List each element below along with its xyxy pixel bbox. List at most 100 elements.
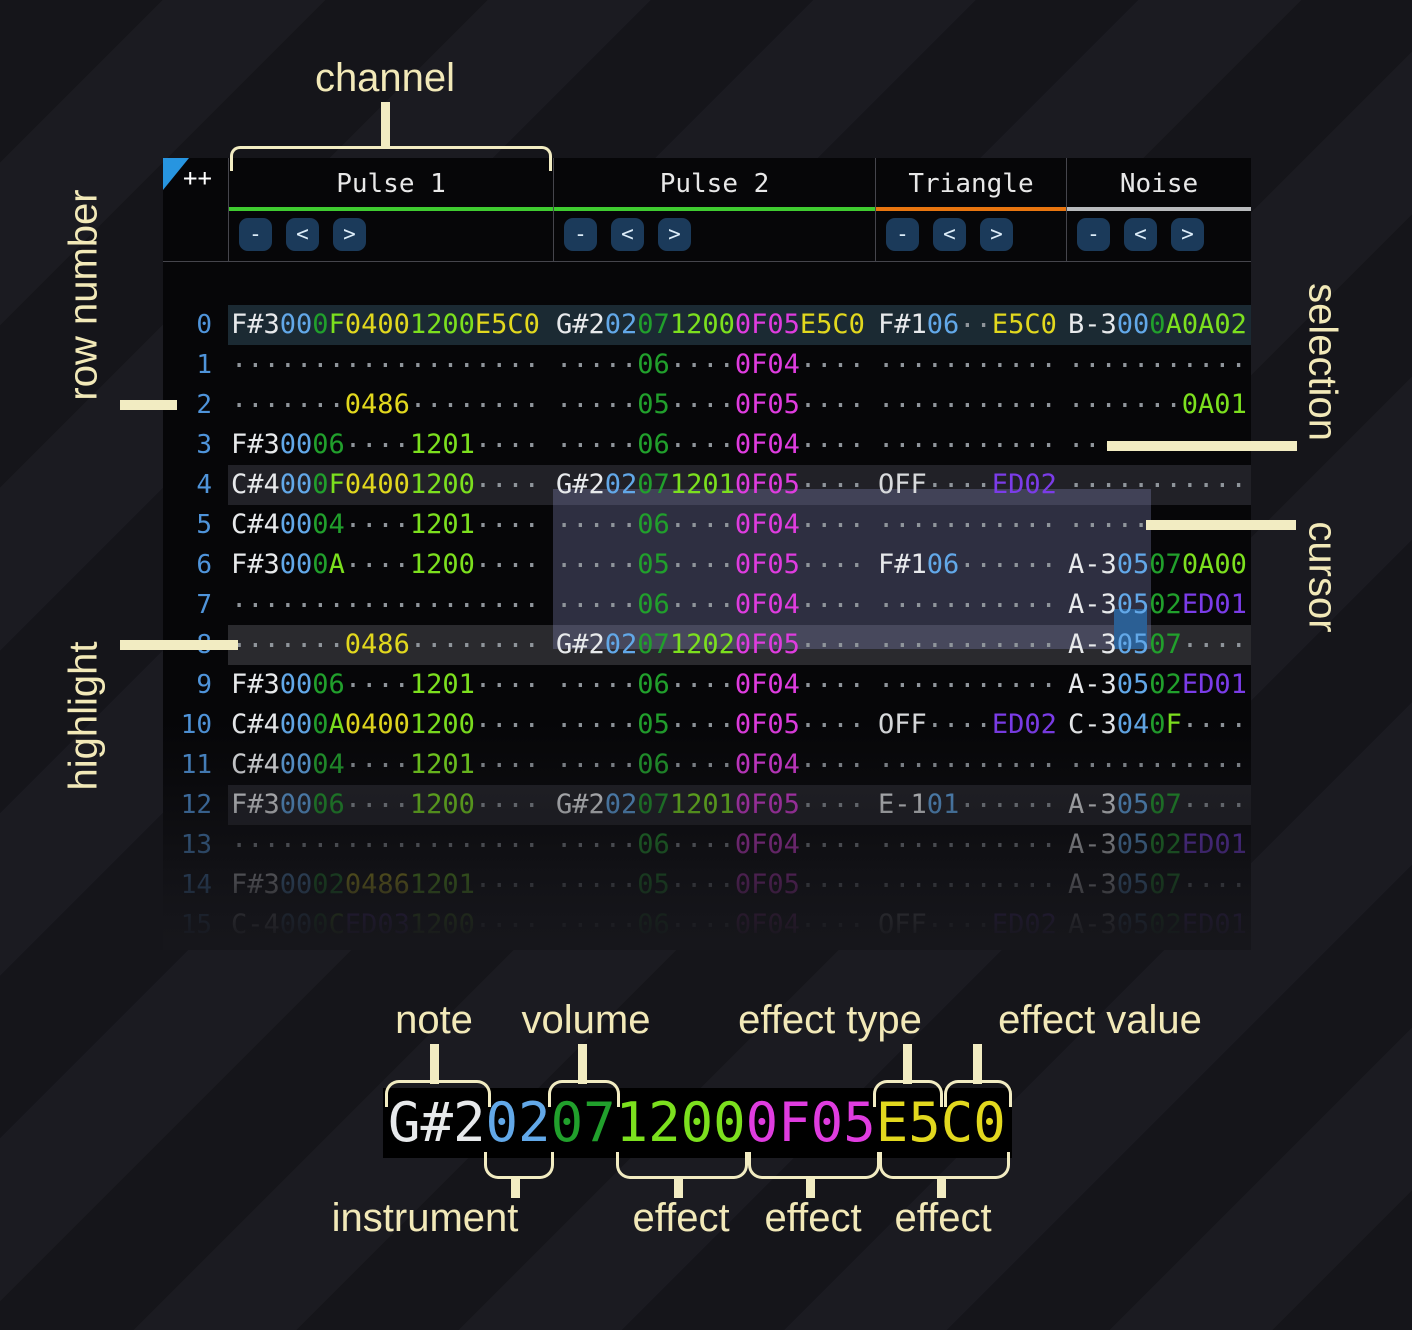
pattern-cell-noi-row2[interactable]: .......0A01 (1066, 385, 1251, 425)
channel-noi-collapse-button[interactable]: - (1077, 217, 1110, 251)
expand-effect-columns-button[interactable]: ++ (183, 164, 212, 192)
pattern-cell-p2-row3[interactable]: .....06....0F04.... (553, 425, 875, 465)
pattern-cell-p2-row7[interactable]: .....06....0F04.... (553, 585, 875, 625)
pattern-cell-noi-row14[interactable]: A-30507.... (1066, 865, 1251, 905)
pattern-cell-p1-row2[interactable]: .......0486........ (228, 385, 553, 425)
pattern-cell-p1-row0[interactable]: F#3000F04001200E5C0 (228, 305, 553, 345)
pattern-cell-noi-row6[interactable]: A-305070A00 (1066, 545, 1251, 585)
pattern-cell-noi-row12[interactable]: A-30507.... (1066, 785, 1251, 825)
empty-field: .... (669, 825, 735, 854)
pattern-cell-p1-row13[interactable]: ................... (228, 825, 553, 865)
pattern-row-8: 8.......0486........G#2020712020F05.....… (163, 625, 1251, 665)
pattern-cell-noi-row15[interactable]: A-30502ED01 (1066, 905, 1251, 945)
pattern-cell-tri-row7[interactable]: ........... (875, 585, 1066, 625)
effP-field: ED02 (991, 909, 1057, 940)
pattern-cell-tri-row8[interactable]: ........... (875, 625, 1066, 665)
vol-field: 05 (637, 869, 670, 900)
vol-field: 06 (312, 669, 345, 700)
pattern-cell-p1-row6[interactable]: F#3000A....1200.... (228, 545, 553, 585)
pattern-cell-tri-row10[interactable]: OFF....ED02 (875, 705, 1066, 745)
pattern-cell-noi-row8[interactable]: A-30507.... (1066, 625, 1251, 665)
channel-p2-shrink-button[interactable]: < (611, 217, 644, 251)
channel-name-p1[interactable]: Pulse 1 (336, 169, 446, 199)
pattern-cell-p1-row11[interactable]: C#40004....1201.... (228, 745, 553, 785)
pattern-cell-p2-row14[interactable]: .....05....0F05.... (553, 865, 875, 905)
pattern-cell-p2-row10[interactable]: .....05....0F05.... (553, 705, 875, 745)
channel-p1-collapse-button[interactable]: - (239, 217, 272, 251)
channel-tri-expand-button[interactable]: > (980, 217, 1013, 251)
channel-name-noi[interactable]: Noise (1119, 169, 1199, 199)
pattern-cell-noi-row9[interactable]: A-30502ED01 (1066, 665, 1251, 705)
channel-name-p2[interactable]: Pulse 2 (659, 169, 770, 199)
pattern-cell-tri-row0[interactable]: F#106..E5C0 (875, 305, 1066, 345)
pattern-cell-p2-row11[interactable]: .....06....0F04.... (553, 745, 875, 785)
pattern-cell-tri-row13[interactable]: ........... (875, 825, 1066, 865)
channel-p2-expand-button[interactable]: > (658, 217, 691, 251)
pattern-cell-p1-row12[interactable]: F#30006....1200.... (228, 785, 553, 825)
pattern-cell-p1-row4[interactable]: C#4000F04001200.... (228, 465, 553, 505)
pattern-cell-p1-row8[interactable]: .......0486........ (228, 625, 553, 665)
pattern-cell-p2-row0[interactable]: G#2020712000F05E5C0 (553, 305, 875, 345)
pattern-cell-p1-row15[interactable]: C-4000CED031200.... (228, 905, 553, 945)
channel-noi-shrink-button[interactable]: < (1124, 217, 1157, 251)
pattern-cell-p2-row6[interactable]: .....05....0F05.... (553, 545, 875, 585)
pattern-cell-p2-row1[interactable]: .....06....0F04.... (553, 345, 875, 385)
pattern-cell-p2-row13[interactable]: .....06....0F04.... (553, 825, 875, 865)
pattern-cell-noi-row10[interactable]: C-3040F.... (1066, 705, 1251, 745)
pattern-cell-p1-row5[interactable]: C#40004....1201.... (228, 505, 553, 545)
pattern-cell-tri-row14[interactable]: ........... (875, 865, 1066, 905)
instrument-bracket (484, 1152, 554, 1179)
pattern-cell-noi-row0[interactable]: B-3000A0A02 (1066, 305, 1251, 345)
pattern-cell-tri-row1[interactable]: ........... (875, 345, 1066, 385)
pattern-cell-noi-row7[interactable]: A-30502ED01 (1066, 585, 1251, 625)
channel-name-tri[interactable]: Triangle (908, 169, 1034, 199)
pattern-cell-p1-row7[interactable]: ................... (228, 585, 553, 625)
instrument-stem (511, 1176, 520, 1198)
pattern-cell-p2-row4[interactable]: G#2020712010F05.... (553, 465, 875, 505)
channel-tri-shrink-button[interactable]: < (933, 217, 966, 251)
channel-p1-shrink-button[interactable]: < (286, 217, 319, 251)
pattern-cell-p2-row15[interactable]: .....06....0F04.... (553, 905, 875, 945)
pattern-cell-tri-row11[interactable]: ........... (875, 745, 1066, 785)
pattern-cell-p1-row9[interactable]: F#30006....1201.... (228, 665, 553, 705)
inst-field: 05 (1116, 549, 1150, 580)
effM-field: 0F04 (734, 429, 800, 460)
pattern-cell-tri-row5[interactable]: ........... (875, 505, 1066, 545)
pattern-cell-tri-row9[interactable]: ........... (875, 665, 1066, 705)
volh-field: F (328, 469, 345, 500)
effM-field: 0F04 (734, 909, 800, 940)
pattern-cell-tri-row4[interactable]: OFF....ED02 (875, 465, 1066, 505)
cursor[interactable] (1114, 609, 1147, 649)
pattern-cell-p2-row12[interactable]: G#2020712010F05.... (553, 785, 875, 825)
pattern-cell-p2-row5[interactable]: .....06....0F04.... (553, 505, 875, 545)
pattern-cell-noi-row1[interactable]: ........... (1066, 345, 1251, 385)
pattern-cell-tri-row2[interactable]: ........... (875, 385, 1066, 425)
pattern-cell-p1-row10[interactable]: C#4000A04001200.... (228, 705, 553, 745)
channel-p1-expand-button[interactable]: > (333, 217, 366, 251)
channel-tri-collapse-button[interactable]: - (886, 217, 919, 251)
volh-field: F (1165, 709, 1182, 740)
pattern-cell-noi-row11[interactable]: ........... (1066, 745, 1251, 785)
pattern-cell-p2-row2[interactable]: .....05....0F05.... (553, 385, 875, 425)
channel-noi-expand-button[interactable]: > (1171, 217, 1204, 251)
row-number-pointer-line (120, 400, 177, 410)
pattern-cell-tri-row12[interactable]: E-101...... (875, 785, 1066, 825)
pattern-cell-tri-row15[interactable]: OFF....ED02 (875, 905, 1066, 945)
vol-field: 06 (637, 909, 670, 940)
empty-field: .... (474, 905, 540, 934)
pattern-cell-noi-row4[interactable]: ........... (1066, 465, 1251, 505)
effP-field: ED03 (344, 909, 410, 940)
pattern-cell-p2-row8[interactable]: G#2020712020F05.... (553, 625, 875, 665)
empty-field: ................... (231, 585, 540, 614)
pattern-cell-p1-row14[interactable]: F#3000204861201.... (228, 865, 553, 905)
pattern-cell-noi-row13[interactable]: A-30502ED01 (1066, 825, 1251, 865)
effect1-label: effect (632, 1196, 730, 1240)
pattern-cell-tri-row3[interactable]: ........... (875, 425, 1066, 465)
pattern-cell-p1-row3[interactable]: F#30006....1201.... (228, 425, 553, 465)
pattern-cell-p2-row9[interactable]: .....06....0F04.... (553, 665, 875, 705)
channel-p2-collapse-button[interactable]: - (564, 217, 597, 251)
pattern-cell-tri-row6[interactable]: F#106...... (875, 545, 1066, 585)
effect-type-stem (903, 1044, 912, 1084)
pattern-cell-p1-row1[interactable]: ................... (228, 345, 553, 385)
off-field: OFF (878, 469, 927, 500)
